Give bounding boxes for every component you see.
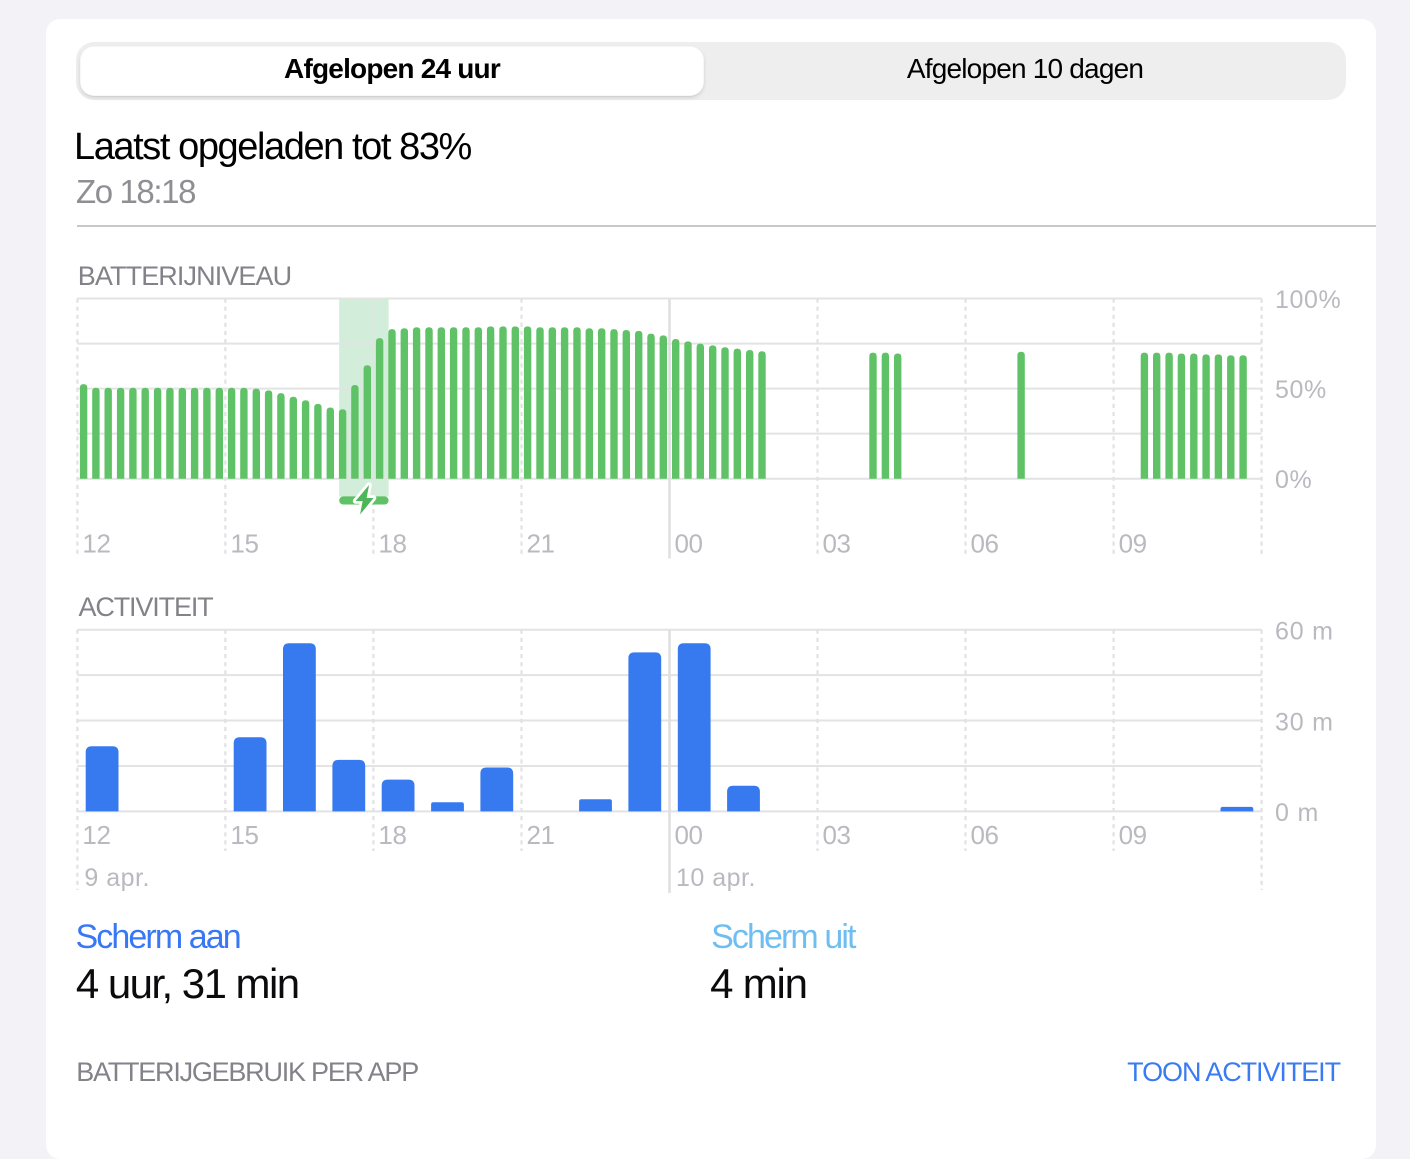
svg-text:06: 06 [971,820,999,850]
svg-text:10 apr.: 10 apr. [676,864,756,892]
svg-text:9 apr.: 9 apr. [84,864,150,892]
svg-text:18: 18 [378,820,406,850]
svg-text:18: 18 [378,528,406,558]
svg-text:50%: 50% [1275,376,1327,404]
svg-text:00: 00 [675,820,703,850]
svg-text:21: 21 [527,820,555,850]
svg-text:12: 12 [82,528,110,558]
svg-text:100%: 100% [1275,286,1341,314]
svg-text:12: 12 [82,820,110,850]
svg-text:15: 15 [230,820,258,850]
svg-text:03: 03 [823,820,851,850]
svg-text:60 m: 60 m [1275,618,1334,646]
svg-text:30 m: 30 m [1275,708,1334,736]
svg-text:0%: 0% [1275,466,1312,494]
svg-text:09: 09 [1119,528,1147,558]
svg-text:09: 09 [1119,820,1147,850]
svg-text:06: 06 [971,528,999,558]
svg-text:21: 21 [527,528,555,558]
svg-text:15: 15 [230,528,258,558]
svg-text:0 m: 0 m [1275,799,1319,827]
svg-text:03: 03 [823,528,851,558]
svg-text:00: 00 [675,528,703,558]
